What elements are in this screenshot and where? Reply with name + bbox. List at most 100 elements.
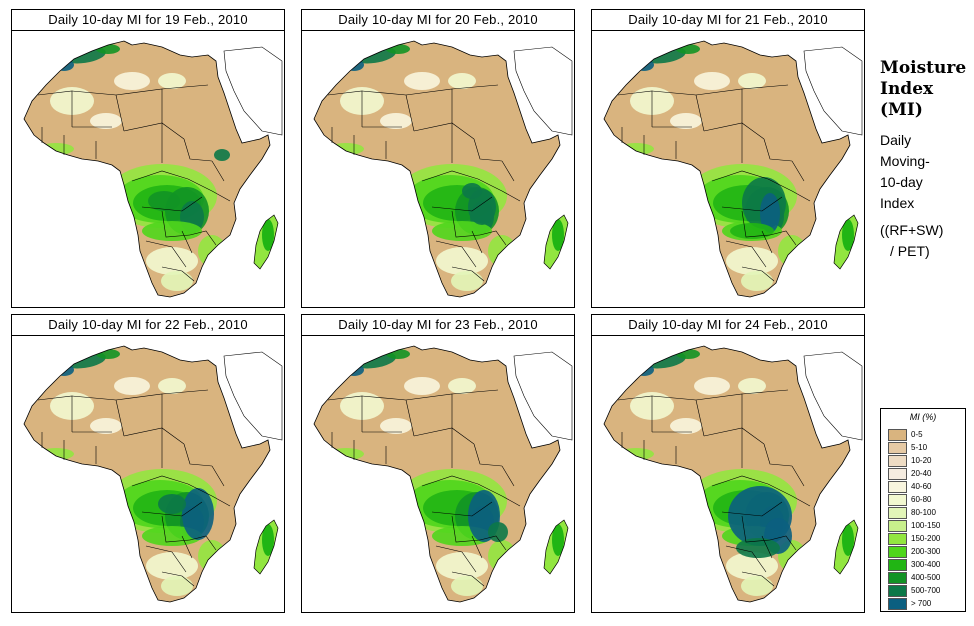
moisture-zone — [634, 59, 654, 71]
moisture-zone — [760, 193, 780, 233]
moisture-zone — [96, 44, 120, 54]
legend-label: 400-500 — [911, 573, 941, 582]
moisture-zone — [694, 377, 730, 395]
map-panel-20-feb: Daily 10-day MI for 20 Feb., 2010 — [301, 9, 575, 308]
moisture-zone — [670, 418, 702, 434]
panel-title: Daily 10-day MI for 21 Feb., 2010 — [591, 9, 865, 31]
panel-title: Daily 10-day MI for 22 Feb., 2010 — [11, 314, 285, 336]
moisture-zone — [694, 72, 730, 90]
legend-title: MI (%) — [909, 412, 937, 422]
moisture-zone — [432, 221, 492, 241]
moisture-zone — [54, 364, 74, 376]
legend-label: 5-10 — [911, 443, 928, 452]
mi-legend: MI (%) 0-5 5-10 10-20 20-40 40-60 60-80 80-100… — [880, 408, 966, 612]
middle-east-outline — [223, 46, 283, 136]
legend-swatch — [888, 468, 907, 480]
legend-swatch — [888, 494, 907, 506]
moisture-zone — [676, 349, 700, 359]
legend-swatch — [888, 533, 907, 545]
moisture-zone — [741, 576, 773, 596]
middle-east-outline — [513, 351, 573, 441]
moisture-zone — [328, 448, 364, 460]
moisture-zone — [670, 113, 702, 129]
moisture-zone — [38, 448, 74, 460]
legend-swatch — [888, 572, 907, 584]
legend-label: 100-150 — [911, 521, 941, 530]
country-borders — [37, 84, 231, 282]
africa-map — [11, 30, 285, 308]
sidebar-desc: Daily — [880, 132, 912, 148]
sidebar-title-line: Index — [880, 79, 934, 99]
moisture-zone — [142, 221, 202, 241]
legend-label: 150-200 — [911, 534, 941, 543]
moisture-zone — [386, 44, 410, 54]
sidebar-desc: 10-day — [880, 174, 923, 190]
legend-swatch — [888, 481, 907, 493]
moisture-zone — [726, 552, 778, 580]
legend-label: 300-400 — [911, 560, 941, 569]
africa-map — [591, 335, 865, 613]
legend-swatch — [888, 546, 907, 558]
map-panel-21-feb: Daily 10-day MI for 21 Feb., 2010 — [591, 9, 865, 308]
moisture-zone — [448, 73, 476, 89]
africa-map — [301, 335, 575, 613]
africa-map-svg — [23, 345, 283, 603]
map-panel-19-feb: Daily 10-day MI for 19 Feb., 2010 — [11, 9, 285, 308]
africa-map-svg — [603, 345, 863, 603]
moisture-zone — [158, 73, 186, 89]
legend-label: 60-80 — [911, 495, 932, 504]
middle-east-outline — [513, 46, 573, 136]
panel-title: Daily 10-day MI for 24 Feb., 2010 — [591, 314, 865, 336]
moisture-zone — [404, 72, 440, 90]
moisture-zone — [676, 44, 700, 54]
moisture-zone — [161, 576, 193, 596]
country-borders — [617, 389, 811, 587]
africa-map-svg — [23, 40, 283, 298]
moisture-zone — [462, 183, 482, 199]
legend-label: > 700 — [911, 599, 932, 608]
moisture-zone — [158, 378, 186, 394]
legend-label: 500-700 — [911, 586, 941, 595]
sidebar-desc: Index — [880, 195, 915, 211]
legend-swatch — [888, 598, 907, 610]
panel-title: Daily 10-day MI for 23 Feb., 2010 — [301, 314, 575, 336]
moisture-zone — [214, 149, 230, 161]
africa-map — [11, 335, 285, 613]
moisture-zone — [38, 143, 74, 155]
moisture-zone — [451, 271, 483, 291]
moisture-zone — [148, 191, 180, 211]
moisture-zone — [738, 378, 766, 394]
sidebar-formula: ((RF+SW) — [880, 222, 944, 238]
moisture-zone — [730, 223, 774, 239]
legend-swatch — [888, 429, 907, 441]
legend-label: 200-300 — [911, 547, 941, 556]
legend-swatch — [888, 455, 907, 467]
moisture-zone — [90, 113, 122, 129]
moisture-zone — [380, 418, 412, 434]
moisture-zone — [344, 59, 364, 71]
africa-map — [591, 30, 865, 308]
moisture-zone — [182, 488, 214, 540]
legend-label: 20-40 — [911, 469, 932, 478]
moisture-zone — [146, 552, 198, 580]
legend-label: 40-60 — [911, 482, 932, 491]
sidebar-title-line: Moisture — [880, 58, 967, 78]
panel-title: Daily 10-day MI for 19 Feb., 2010 — [11, 9, 285, 31]
moisture-zone — [741, 271, 773, 291]
moisture-zone — [90, 418, 122, 434]
moisture-zone — [158, 494, 186, 514]
country-borders — [327, 84, 521, 282]
moisture-zone — [386, 349, 410, 359]
moisture-zone — [344, 364, 364, 376]
legend-label: 80-100 — [911, 508, 936, 517]
moisture-zone — [328, 143, 364, 155]
moisture-zone — [618, 143, 654, 155]
africa-map-svg — [313, 345, 573, 603]
moisture-zone — [114, 72, 150, 90]
sidebar-title: Moisture Index (MI) — [880, 58, 970, 121]
country-borders — [327, 389, 521, 587]
moisture-zone — [448, 378, 476, 394]
sidebar-desc: Moving- — [880, 153, 930, 169]
legend-swatch — [888, 507, 907, 519]
map-panel-22-feb: Daily 10-day MI for 22 Feb., 2010 — [11, 314, 285, 613]
